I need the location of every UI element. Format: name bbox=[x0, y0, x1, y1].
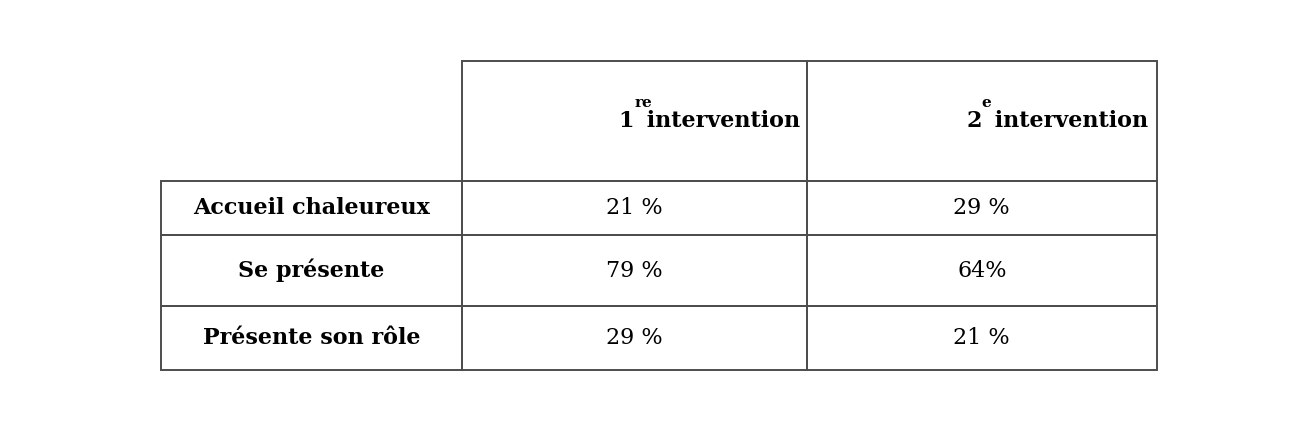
Text: intervention: intervention bbox=[986, 110, 1148, 132]
Text: 79 %: 79 % bbox=[605, 260, 662, 282]
Text: 29 %: 29 % bbox=[954, 197, 1010, 219]
Text: 2: 2 bbox=[966, 110, 982, 132]
Text: re: re bbox=[634, 96, 652, 110]
Text: e: e bbox=[982, 96, 991, 110]
Text: intervention: intervention bbox=[639, 110, 800, 132]
Text: 1: 1 bbox=[618, 110, 634, 132]
Text: Se présente: Se présente bbox=[239, 259, 385, 283]
Text: 21 %: 21 % bbox=[605, 197, 662, 219]
Text: 64%: 64% bbox=[957, 260, 1007, 282]
Text: 29 %: 29 % bbox=[605, 327, 662, 349]
Text: 21 %: 21 % bbox=[954, 327, 1010, 349]
Text: Présente son rôle: Présente son rôle bbox=[203, 327, 420, 349]
Text: Accueil chaleureux: Accueil chaleureux bbox=[194, 197, 430, 219]
